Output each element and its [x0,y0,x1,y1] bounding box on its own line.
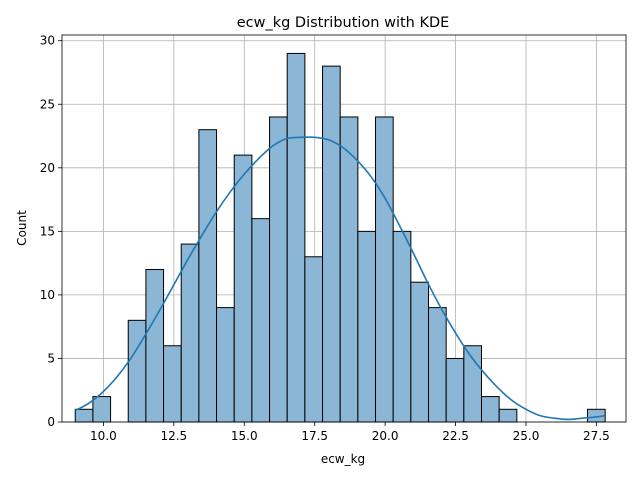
axes-frame [61,34,627,423]
histogram-bar [445,357,465,423]
kde-curve [74,136,605,421]
x-axis-label: ecw_kg [321,452,365,466]
histogram-bar [428,307,447,423]
x-tick-label: 20.0 [372,429,399,443]
histogram-bar [286,52,306,423]
histogram-bar [163,345,182,423]
x-tick-label: 10.0 [90,429,117,443]
histogram-bar [339,116,359,423]
histogram-bar [127,319,147,423]
x-tick-label: 22.5 [442,429,469,443]
y-tick-label: 25 [40,97,55,111]
histogram-bar [463,345,483,423]
histogram-bars [74,52,606,423]
histogram-bar [216,307,235,423]
x-axis-ticks: 10.0 12.5 15.0 17.5 20.0 22.5 25.0 27.5 [90,422,610,443]
y-tick-label: 0 [47,415,55,429]
chart-title: ecw_kg Distribution with KDE [237,15,450,31]
histogram-bar [180,243,200,423]
x-tick-label: 12.5 [160,429,187,443]
y-tick-label: 20 [40,161,55,175]
x-tick-label: 25.0 [513,429,540,443]
y-tick-label: 30 [40,34,55,48]
histogram-bar [410,281,430,423]
histogram-bar [145,268,165,423]
histogram-bar [498,408,518,423]
histogram-bar [74,408,94,423]
x-tick-label: 15.0 [231,429,258,443]
histogram-bar [92,396,112,423]
x-tick-label: 27.5 [583,429,610,443]
histogram-bar [233,154,253,423]
histogram-bar [322,65,341,423]
histogram-bar [392,230,412,423]
histogram-bar [269,116,288,423]
histogram-bar [198,129,218,423]
y-axis-ticks: 0 5 10 15 20 25 30 [40,34,62,429]
histogram-bar [357,230,377,423]
y-tick-label: 10 [40,288,55,302]
histogram-bar [375,116,394,423]
histogram-bar [251,218,271,423]
y-tick-label: 5 [47,351,55,365]
y-tick-label: 15 [40,224,55,238]
y-axis-label: Count [15,210,29,246]
histogram-bar [481,396,500,423]
x-tick-label: 17.5 [301,429,328,443]
histogram-bar [304,256,324,423]
